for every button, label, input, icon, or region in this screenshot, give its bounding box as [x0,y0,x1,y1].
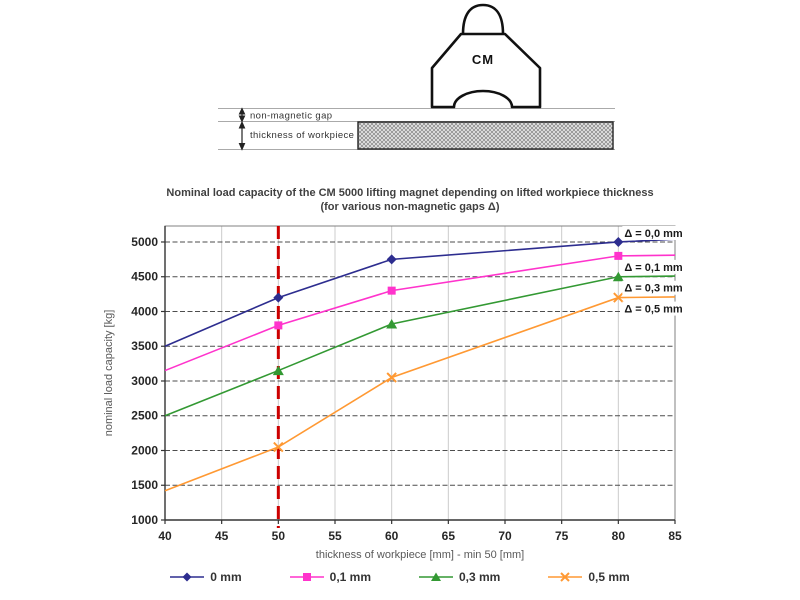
annotation-label: Δ = 0,0 mm [624,228,683,240]
annotation-label: Δ = 0,1 mm [624,262,683,274]
x-tick-label: 75 [555,529,569,543]
x-tick-label: 40 [158,529,172,543]
data-point-marker [274,321,283,330]
x-tick-label: 85 [668,529,682,543]
data-point-marker [272,365,284,376]
x-tick-label: 80 [612,529,626,543]
workpiece-label: thickness of workpiece [250,130,354,141]
data-point-marker [613,236,624,247]
legend-item-label: 0,1 mm [329,570,371,584]
y-tick-label: 2000 [131,443,158,457]
x-tick-label: 50 [272,529,286,543]
x-marker-icon [560,572,571,582]
annotation-bg [622,301,687,316]
y-tick-label: 4500 [131,270,158,284]
workpiece-section [357,121,614,150]
data-point-marker [273,292,284,303]
legend-marker-icon [289,573,324,581]
legend-marker-icon [419,572,453,581]
data-point-marker [386,319,398,329]
legend-item-label: 0 mm [210,570,242,584]
diamond-marker-icon [182,572,192,582]
legend-item-label: 0,5 mm [588,570,630,584]
x-axis-title: thickness of workpiece [mm] - min 50 [mm… [316,549,524,561]
annotation-bg [622,225,687,240]
y-tick-label: 1000 [131,513,158,527]
workpiece-dimension-arrow [238,120,246,151]
annotation-label: Δ = 0,5 mm [624,304,683,316]
data-point-marker [387,286,396,295]
square-marker-icon [302,573,311,581]
y-tick-label: 3500 [131,339,158,353]
triangle-marker-icon [431,572,441,581]
annotation-label: Δ = 0,3 mm [624,283,683,295]
annotation-bg [622,280,687,295]
x-tick-label: 65 [442,529,456,543]
y-tick-label: 1500 [131,478,158,492]
y-axis-title: nominal load capacity [kg] [103,310,115,437]
load-capacity-chart: Δ = 0,0 mm Δ = 0,1 mm Δ = 0,3 mm Δ = 0,5 mm… [103,225,687,561]
legend-item-0-5-mm: 0,5 mm [548,570,630,584]
y-tick-label: 4000 [131,304,158,318]
magnet-body [430,32,542,109]
legend-marker-icon [170,572,205,582]
legend-item-0-1-mm: 0,1 mm [289,570,371,584]
magnet-handle-icon [461,3,505,35]
data-point-marker [614,251,623,260]
legend-item-0-mm: 0 mm [170,570,242,584]
x-tick-label: 60 [385,529,399,543]
y-tick-label: 2500 [131,409,158,423]
gap-label: non-magnetic gap [250,111,332,122]
x-tick-label: 45 [215,529,229,543]
x-tick-label: 55 [328,529,342,543]
magnet-diagram: CM non-magnetic gap thickness of workpie… [218,3,615,151]
y-tick-label: 3000 [131,374,158,388]
data-point-marker [273,441,284,453]
data-point-marker [386,372,397,383]
magnet-label: CM [472,52,494,67]
chart-title: Nominal load capacity of the CM 5000 lif… [166,187,654,199]
chart-subtitle: (for various non-magnetic gaps Δ) [320,201,500,214]
x-tick-label: 70 [498,529,512,543]
legend-item-0-3-mm: 0,3 mm [419,570,500,584]
chart-legend: 0 mm 0,1 mm 0,3 mm 0,5 mm [0,570,800,584]
legend-marker-icon [548,572,583,582]
data-point-marker [386,254,397,265]
data-point-marker [612,271,624,282]
y-tick-label: 5000 [131,235,158,249]
annotation-bg [622,259,687,274]
legend-item-label: 0,3 mm [459,570,501,584]
gap-dimension-arrow [238,107,246,123]
data-point-marker [613,292,624,303]
chart-title-block: Nominal load capacity of the CM 5000 lif… [60,186,760,215]
plot-area [165,226,675,520]
